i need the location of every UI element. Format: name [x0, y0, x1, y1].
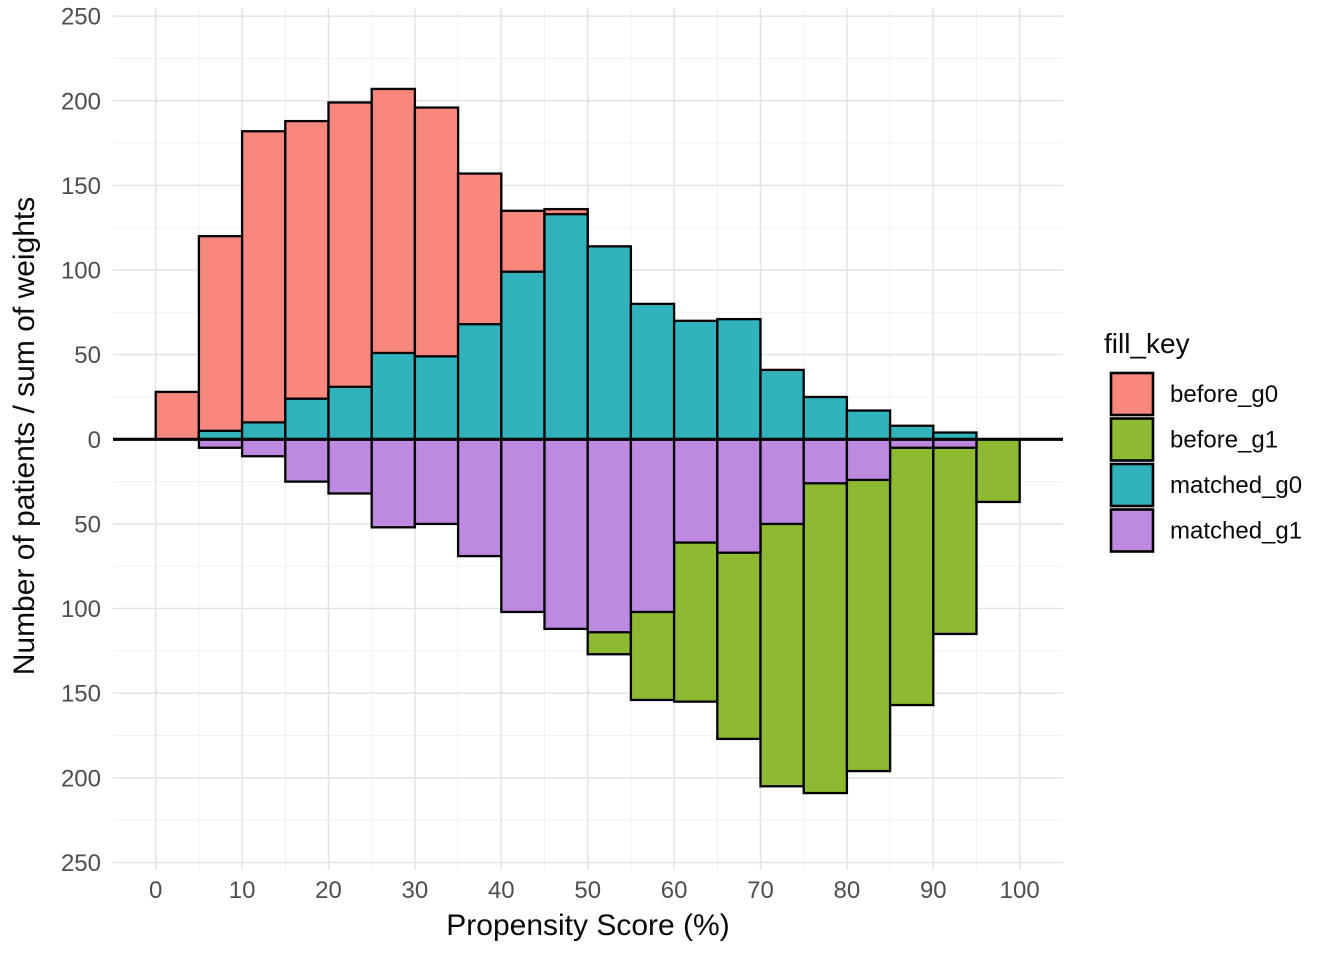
bar-matched_g1-80-85 — [845, 438, 892, 482]
bar-matched_g1-30-35 — [413, 438, 460, 526]
bar-matched_g0-80-85 — [845, 409, 892, 441]
bar-before_g1-90-95 — [932, 438, 978, 636]
y-tick-label-4: 50 — [74, 342, 101, 369]
legend-label-matched_g1: matched_g1 — [1170, 518, 1302, 545]
bar-matched_g1-10-15 — [240, 438, 287, 458]
legend-swatch-matched_g0 — [1109, 462, 1155, 508]
x-tick-label-90: 90 — [920, 877, 947, 904]
bar-before_g1-95-100 — [975, 438, 1021, 504]
bar-before_g1-75-80 — [802, 438, 849, 795]
bar-matched_g0-60-65 — [672, 319, 719, 441]
bar-matched_g0-15-20 — [284, 397, 330, 441]
bar-matched_g0-45-50 — [543, 213, 589, 441]
y-tick-label-3: 100 — [61, 258, 101, 285]
bar-matched_g1-20-25 — [327, 438, 373, 495]
legend-swatch-before_g1 — [1109, 417, 1155, 462]
bar-matched_g1-60-65 — [672, 438, 719, 544]
y-tick-label-6: 50 — [74, 511, 101, 538]
x-tick-label-0: 0 — [149, 877, 162, 904]
bar-before_g1-85-90 — [888, 438, 935, 707]
bar-matched_g0-70-75 — [759, 368, 805, 441]
histogram-bars — [154, 87, 1021, 795]
x-tick-label-30: 30 — [402, 877, 429, 904]
bar-matched_g1-15-20 — [284, 438, 330, 483]
legend-swatch-before_g0 — [1109, 371, 1155, 417]
x-tick-label-60: 60 — [661, 877, 688, 904]
bar-matched_g0-10-15 — [240, 421, 287, 441]
x-tick-label-70: 70 — [747, 877, 774, 904]
bar-before_g0-0-5 — [154, 390, 201, 441]
bar-matched_g0-30-35 — [413, 355, 460, 441]
x-tick-label-80: 80 — [834, 877, 861, 904]
bar-matched_g0-40-45 — [500, 270, 546, 441]
y-tick-label-0: 250 — [61, 4, 101, 31]
x-tick-label-50: 50 — [574, 877, 601, 904]
legend-label-before_g1: before_g1 — [1170, 427, 1278, 454]
y-tick-label-7: 100 — [61, 596, 101, 623]
x-tick-label-20: 20 — [315, 877, 342, 904]
x-axis-title: Propensity Score (%) — [446, 909, 729, 942]
y-tick-label-8: 150 — [61, 681, 101, 708]
bar-before_g1-80-85 — [845, 438, 892, 773]
bar-before_g0-10-15 — [240, 130, 287, 441]
x-tick-label-100: 100 — [1000, 877, 1040, 904]
bar-matched_g0-20-25 — [327, 385, 373, 441]
bar-before_g0-5-10 — [197, 235, 244, 441]
x-tick-label-10: 10 — [229, 877, 256, 904]
bar-matched_g0-85-90 — [888, 424, 935, 441]
legend: fill_key before_g0 before_g1 matched_g0 … — [1104, 328, 1302, 553]
tick-labels: 0 10 20 30 40 50 60 70 80 90 100 250 200 150 100 50 0 50 1… — [61, 4, 1040, 904]
y-tick-label-2: 150 — [61, 173, 101, 200]
bar-matched_g1-55-60 — [629, 438, 676, 614]
legend-swatch-matched_g1 — [1109, 508, 1155, 553]
bar-matched_g1-75-80 — [802, 438, 849, 485]
legend-title: fill_key — [1104, 328, 1190, 359]
bar-matched_g0-50-55 — [586, 245, 633, 441]
bar-matched_g1-35-40 — [456, 438, 503, 558]
bar-matched_g0-75-80 — [802, 395, 849, 441]
bar-matched_g1-50-55 — [586, 438, 633, 634]
y-tick-label-1: 200 — [61, 88, 101, 115]
bar-matched_g1-25-30 — [370, 438, 417, 529]
y-tick-label-5: 0 — [88, 427, 101, 454]
bar-matched_g1-40-45 — [500, 438, 546, 614]
bar-matched_g0-55-60 — [629, 302, 676, 441]
y-tick-label-10: 250 — [61, 850, 101, 877]
y-axis-title: Number of patients / sum of weights — [8, 197, 41, 676]
legend-label-before_g0: before_g0 — [1170, 381, 1278, 408]
y-tick-label-9: 200 — [61, 765, 101, 792]
bar-matched_g0-35-40 — [456, 323, 503, 441]
bar-before_g0-15-20 — [284, 119, 330, 441]
bar-matched_g0-65-70 — [716, 317, 762, 441]
x-tick-label-40: 40 — [488, 877, 515, 904]
bar-matched_g1-65-70 — [716, 438, 762, 554]
bar-matched_g1-70-75 — [759, 438, 805, 526]
legend-label-matched_g0: matched_g0 — [1170, 472, 1302, 499]
bar-matched_g0-25-30 — [370, 351, 417, 441]
bar-matched_g1-45-50 — [543, 438, 589, 631]
